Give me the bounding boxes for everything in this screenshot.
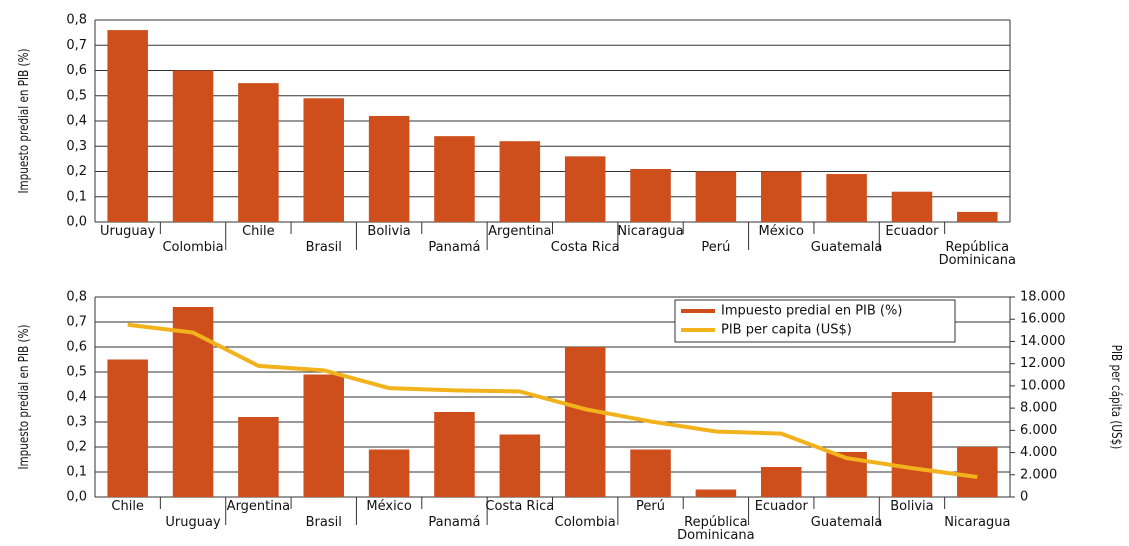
bar bbox=[630, 168, 671, 222]
bar bbox=[760, 171, 802, 222]
bar bbox=[630, 449, 671, 497]
x-tick-label: Argentina bbox=[226, 499, 291, 514]
bar bbox=[564, 156, 606, 222]
x-tick-label: Guatemala bbox=[810, 515, 883, 530]
x-tick-label: Perú bbox=[636, 499, 666, 514]
x-tick-label: Chile bbox=[242, 224, 275, 239]
y2-tick-label: 6.000 bbox=[1020, 423, 1057, 438]
y2-tick-label: 18.000 bbox=[1020, 290, 1066, 305]
x-tick-label: Nicaragua bbox=[944, 515, 1011, 530]
x-tick-label: Bolivia bbox=[367, 224, 411, 239]
bar bbox=[172, 70, 214, 222]
y-tick-label: 0,8 bbox=[66, 290, 87, 305]
bar bbox=[695, 171, 737, 222]
y-tick-label: 0,6 bbox=[66, 63, 87, 78]
y-tick-label: 0,7 bbox=[66, 38, 87, 53]
x-tick-label: Bolivia bbox=[890, 499, 934, 514]
x-tick-label: Uruguay bbox=[165, 515, 221, 530]
y-tick-label: 0,8 bbox=[66, 13, 87, 28]
bar bbox=[891, 191, 933, 222]
x-tick-label: Panamá bbox=[428, 515, 481, 530]
y-tick-label: 0,1 bbox=[66, 465, 87, 480]
x-tick-label: República Dominicana bbox=[938, 240, 1017, 268]
bar bbox=[107, 359, 148, 497]
bar bbox=[957, 211, 998, 222]
bar bbox=[238, 417, 279, 497]
y-axis-label: Impuesto predial en PIB (%) bbox=[16, 324, 31, 469]
x-tick-label: Colombia bbox=[554, 515, 616, 530]
y2-tick-label: 16.000 bbox=[1020, 312, 1066, 327]
bar bbox=[499, 141, 541, 222]
y-tick-label: 0,3 bbox=[66, 139, 87, 154]
x-tick-label: Brasil bbox=[305, 515, 342, 530]
y-tick-label: 0,6 bbox=[66, 340, 87, 355]
x-tick-label: Ecuador bbox=[754, 499, 808, 514]
x-tick-label: Brasil bbox=[305, 240, 342, 255]
bar bbox=[434, 412, 475, 497]
x-tick-label: Uruguay bbox=[100, 224, 156, 239]
y2-tick-label: 4.000 bbox=[1020, 445, 1057, 460]
bar bbox=[826, 174, 867, 222]
bar bbox=[499, 434, 541, 497]
line bbox=[127, 322, 978, 479]
bar bbox=[172, 307, 214, 497]
legend-box bbox=[674, 299, 956, 343]
bar bbox=[957, 447, 998, 497]
y2-tick-label: 14.000 bbox=[1020, 334, 1066, 349]
y2-axis-label: PIB per cápita (US$) bbox=[1109, 345, 1124, 450]
y2-tick-label: 10.000 bbox=[1020, 378, 1066, 393]
x-tick-label: República Dominicana bbox=[677, 515, 755, 543]
x-tick-label: Costa Rica bbox=[550, 240, 620, 255]
y-tick-label: 0,5 bbox=[66, 365, 87, 380]
bar bbox=[303, 98, 345, 222]
x-tick-label: Nicaragua bbox=[617, 224, 684, 239]
x-tick-label: Colombia bbox=[162, 240, 224, 255]
legend-label: Impuesto predial en PIB (%) bbox=[721, 304, 902, 319]
y-tick-label: 0,2 bbox=[66, 440, 87, 455]
y-tick-label: 0,7 bbox=[66, 315, 87, 330]
y-tick-label: 0,5 bbox=[66, 88, 87, 103]
legend-label: PIB per capita (US$) bbox=[721, 323, 852, 338]
bar bbox=[760, 467, 802, 497]
y-tick-label: 0,4 bbox=[66, 390, 87, 405]
x-tick-label: Panamá bbox=[428, 240, 481, 255]
x-tick-label: Ecuador bbox=[885, 224, 939, 239]
bar bbox=[368, 115, 410, 222]
x-tick-label: México bbox=[366, 499, 412, 514]
bar bbox=[238, 83, 279, 222]
x-tick-label: Argentina bbox=[488, 224, 552, 239]
y-tick-label: 0,2 bbox=[66, 164, 87, 179]
bar bbox=[891, 392, 933, 497]
y-tick-label: 0,0 bbox=[66, 215, 87, 230]
y2-tick-label: 0 bbox=[1020, 490, 1028, 505]
bar bbox=[434, 136, 475, 222]
y-tick-label: 0,0 bbox=[66, 490, 87, 505]
y2-tick-label: 12.000 bbox=[1020, 356, 1066, 371]
bar bbox=[368, 449, 410, 497]
bar bbox=[303, 374, 345, 497]
y2-tick-label: 2.000 bbox=[1020, 467, 1057, 482]
x-tick-label: México bbox=[758, 224, 804, 239]
x-tick-label: Guatemala bbox=[810, 240, 883, 255]
bar bbox=[107, 30, 148, 222]
bar bbox=[695, 489, 737, 497]
bar bbox=[564, 347, 606, 497]
x-tick-label: Perú bbox=[701, 240, 731, 255]
x-tick-label: Chile bbox=[111, 499, 144, 514]
y-tick-label: 0,3 bbox=[66, 415, 87, 430]
y-tick-label: 0,4 bbox=[66, 114, 87, 129]
y-axis-label: Impuesto predial en PIB (%) bbox=[16, 48, 31, 193]
x-tick-label: Costa Rica bbox=[485, 499, 555, 514]
y2-tick-label: 8.000 bbox=[1020, 401, 1057, 416]
y-tick-label: 0,1 bbox=[66, 189, 87, 204]
